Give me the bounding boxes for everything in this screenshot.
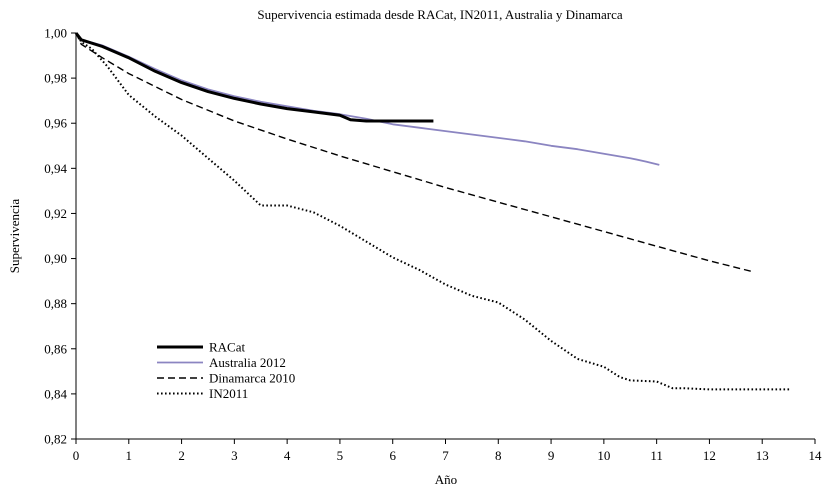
x-tick-label: 13	[756, 448, 769, 463]
y-tick-label: 1,00	[44, 26, 67, 41]
x-tick-label: 14	[809, 448, 823, 463]
x-tick-label: 0	[73, 448, 80, 463]
legend-label: Australia 2012	[209, 355, 286, 370]
y-tick-label: 0,86	[44, 341, 67, 356]
y-tick-label: 0,84	[44, 386, 67, 401]
x-axis-label: Año	[435, 472, 457, 487]
x-tick-label: 2	[178, 448, 185, 463]
x-tick-label: 12	[703, 448, 716, 463]
chart-title: Supervivencia estimada desde RACat, IN20…	[257, 7, 622, 22]
y-tick-label: 0,88	[44, 296, 67, 311]
series-group	[74, 32, 792, 391]
y-tick-label: 0,92	[44, 206, 67, 221]
x-tick-label: 8	[495, 448, 502, 463]
x-tick-label: 5	[337, 448, 344, 463]
y-tick-label: 0,98	[44, 71, 67, 86]
y-tick-label: 0,94	[44, 161, 67, 176]
legend-label: Dinamarca 2010	[209, 371, 295, 386]
series-line-in2011	[75, 32, 792, 391]
x-tick-label: 1	[126, 448, 133, 463]
y-tick-label: 0,96	[44, 116, 67, 131]
series-line-australia-2012	[75, 32, 660, 166]
x-tick-label: 6	[389, 448, 396, 463]
x-tick-label: 3	[231, 448, 238, 463]
x-tick-label: 10	[597, 448, 610, 463]
y-ticks: 0,82 0,84 0,86 0,88 0,90 0,92 0,94 0,96 0,98 1,00	[44, 26, 76, 447]
y-axis-label: Supervivencia	[7, 199, 22, 274]
x-ticks: 0 1 2 3 4 5 6 7 8 9 10 11 12 13 14	[73, 439, 822, 463]
x-tick-label: 4	[284, 448, 291, 463]
legend-label: RACat	[209, 340, 246, 355]
plot-area	[75, 33, 815, 440]
series-line-racat	[74, 32, 434, 123]
series-line-dinamarca-2010	[75, 32, 755, 273]
x-tick-label: 11	[650, 448, 663, 463]
y-tick-label: 0,82	[44, 432, 67, 447]
legend-label: IN2011	[209, 386, 248, 401]
y-tick-label: 0,90	[44, 251, 67, 266]
x-tick-label: 7	[442, 448, 449, 463]
x-tick-label: 9	[548, 448, 555, 463]
